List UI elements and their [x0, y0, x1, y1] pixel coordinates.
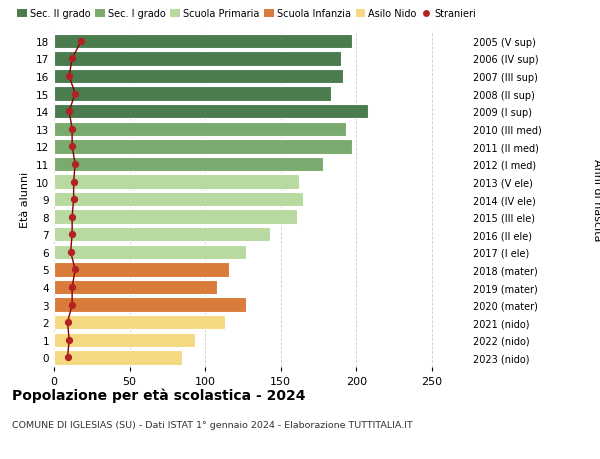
Point	[64, 108, 74, 116]
Bar	[54, 175, 299, 189]
Point	[76, 38, 86, 45]
Legend: Sec. II grado, Sec. I grado, Scuola Primaria, Scuola Infanzia, Asilo Nido, Stran: Sec. II grado, Sec. I grado, Scuola Prim…	[17, 10, 476, 19]
Bar	[54, 105, 368, 119]
Point	[63, 354, 73, 361]
Bar	[54, 34, 352, 49]
Point	[70, 91, 80, 98]
Point	[66, 249, 76, 256]
Bar	[54, 228, 270, 242]
Bar	[54, 140, 352, 154]
Bar	[54, 192, 304, 207]
Point	[69, 196, 79, 203]
Bar	[54, 70, 343, 84]
Bar	[54, 315, 225, 330]
Point	[63, 319, 73, 326]
Point	[67, 284, 77, 291]
Bar	[54, 245, 246, 259]
Point	[67, 56, 77, 63]
Bar	[54, 157, 323, 172]
Point	[67, 126, 77, 133]
Point	[70, 161, 80, 168]
Point	[64, 336, 74, 344]
Point	[67, 301, 77, 308]
Point	[69, 179, 79, 186]
Point	[67, 143, 77, 151]
Text: Popolazione per età scolastica - 2024: Popolazione per età scolastica - 2024	[12, 388, 305, 403]
Bar	[54, 263, 229, 277]
Point	[70, 266, 80, 274]
Bar	[54, 298, 246, 312]
Bar	[54, 350, 182, 365]
Text: Anni di nascita: Anni di nascita	[592, 158, 600, 241]
Bar	[54, 52, 341, 67]
Bar	[54, 210, 297, 224]
Bar	[54, 333, 194, 347]
Point	[67, 213, 77, 221]
Point	[64, 73, 74, 80]
Y-axis label: Età alunni: Età alunni	[20, 172, 31, 228]
Text: COMUNE DI IGLESIAS (SU) - Dati ISTAT 1° gennaio 2024 - Elaborazione TUTTITALIA.I: COMUNE DI IGLESIAS (SU) - Dati ISTAT 1° …	[12, 420, 413, 429]
Bar	[54, 280, 217, 295]
Bar	[54, 122, 346, 137]
Point	[67, 231, 77, 238]
Bar	[54, 87, 331, 101]
